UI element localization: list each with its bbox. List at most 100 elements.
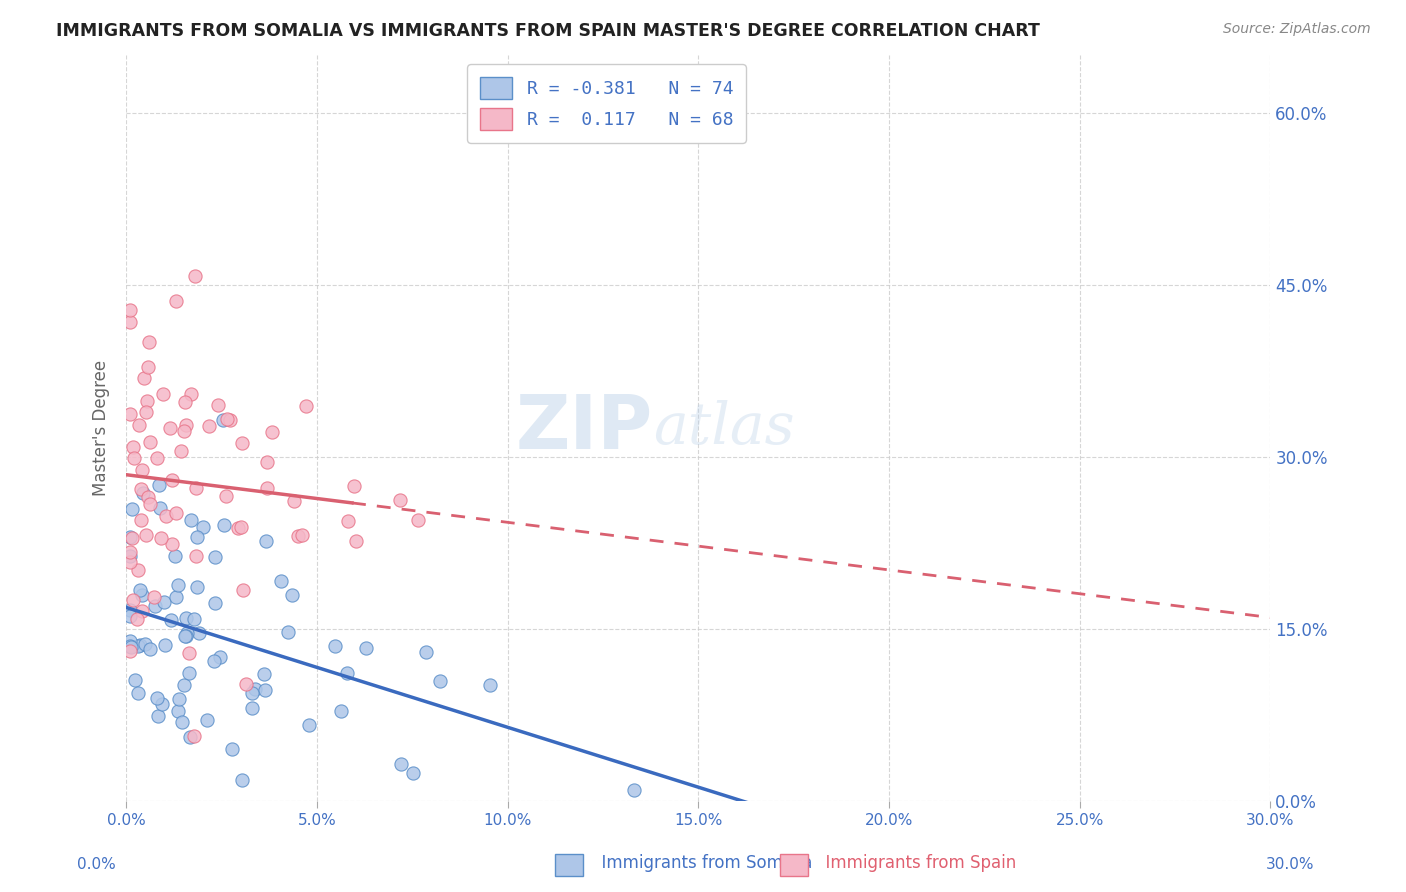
Point [129, 583, 152, 598]
Text: Immigrants from Spain: Immigrants from Spain [815, 855, 1017, 872]
Point [135, 404, 157, 418]
Point [139, 497, 162, 511]
Point [270, 574, 292, 588]
Point [184, 481, 207, 495]
Point [240, 701, 263, 715]
Point [389, 493, 412, 508]
Point [298, 718, 321, 732]
Point [204, 549, 226, 564]
Point [401, 766, 423, 780]
Point [174, 418, 197, 433]
Point [231, 772, 253, 787]
Point [281, 588, 304, 602]
Point [136, 359, 159, 374]
Point [291, 528, 314, 542]
Point [150, 531, 173, 545]
Point [208, 649, 231, 664]
Point [129, 482, 152, 496]
Point [120, 634, 142, 648]
Point [121, 531, 143, 545]
Point [124, 673, 146, 687]
Point [124, 450, 146, 465]
Point [180, 386, 202, 401]
Point [211, 413, 233, 427]
Point [131, 462, 153, 476]
Point [120, 544, 142, 558]
Point [184, 268, 207, 283]
Point [229, 519, 252, 533]
Point [186, 580, 208, 594]
Point [335, 665, 357, 680]
Point [165, 591, 187, 605]
Point [177, 665, 200, 680]
Point [391, 756, 413, 771]
Text: IMMIGRANTS FROM SOMALIA VS IMMIGRANTS FROM SPAIN MASTER'S DEGREE CORRELATION CHA: IMMIGRANTS FROM SOMALIA VS IMMIGRANTS FR… [56, 22, 1040, 40]
Text: atlas: atlas [652, 400, 794, 457]
Point [153, 638, 176, 652]
Point [283, 494, 305, 508]
Point [142, 590, 165, 604]
Point [120, 530, 142, 544]
Text: 0.0%: 0.0% [77, 857, 117, 872]
Point [226, 521, 249, 535]
Point [125, 612, 148, 626]
Point [169, 443, 191, 458]
Point [167, 704, 190, 718]
Point [623, 782, 645, 797]
Point [344, 533, 367, 548]
Point [215, 489, 238, 503]
Point [153, 595, 176, 609]
Point [159, 421, 181, 435]
Point [152, 387, 174, 401]
Point [128, 417, 150, 432]
Point [243, 681, 266, 696]
Point [180, 513, 202, 527]
Point [165, 549, 187, 563]
Point [254, 683, 277, 698]
Point [139, 641, 162, 656]
Point [120, 603, 142, 617]
Point [406, 513, 429, 527]
Point [120, 640, 142, 654]
Point [166, 578, 188, 592]
Point [127, 686, 149, 700]
Point [173, 678, 195, 692]
Point [219, 413, 242, 427]
Point [127, 640, 149, 654]
Point [120, 555, 142, 569]
Point [120, 315, 142, 329]
Text: Source: ZipAtlas.com: Source: ZipAtlas.com [1223, 22, 1371, 37]
Point [294, 399, 316, 413]
Point [160, 473, 183, 487]
Point [188, 625, 211, 640]
Point [232, 582, 254, 597]
Legend: R = -0.381   N = 74, R =  0.117   N = 68: R = -0.381 N = 74, R = 0.117 N = 68 [467, 64, 747, 143]
Point [207, 398, 229, 412]
Point [146, 709, 169, 723]
Point [174, 395, 197, 409]
Point [329, 704, 352, 718]
Point [253, 667, 276, 681]
Point [134, 637, 156, 651]
Point [198, 418, 221, 433]
Point [121, 440, 143, 454]
Point [287, 528, 309, 542]
Point [136, 490, 159, 504]
Point [132, 486, 155, 500]
Point [176, 626, 198, 640]
Point [186, 530, 208, 544]
Point [162, 537, 184, 551]
Point [149, 500, 172, 515]
Point [173, 424, 195, 438]
Point [148, 478, 170, 492]
Point [479, 678, 502, 692]
Point [120, 302, 142, 317]
Point [174, 611, 197, 625]
Point [174, 629, 197, 643]
Point [129, 638, 152, 652]
Point [139, 434, 162, 449]
Point [138, 335, 160, 350]
Point [254, 534, 277, 549]
Point [167, 692, 190, 706]
Point [195, 714, 218, 728]
